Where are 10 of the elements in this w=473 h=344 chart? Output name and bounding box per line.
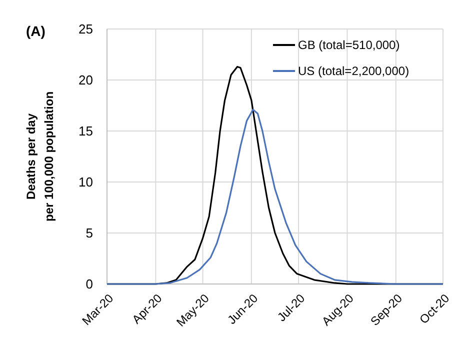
y-tick-label: 25 xyxy=(78,22,93,37)
legend-label: US (total=2,200,000) xyxy=(298,64,410,78)
y-tick-label: 5 xyxy=(86,226,93,241)
y-tick-label: 20 xyxy=(78,72,93,88)
y-tick-label: 0 xyxy=(86,276,93,292)
text: (A) xyxy=(26,23,46,39)
legend-label: GB (total=510,000) xyxy=(298,38,400,52)
y-tick-label: 15 xyxy=(78,124,93,139)
y-tick-label: 10 xyxy=(78,174,93,190)
y-axis-title: Deaths per day per 100,000 population xyxy=(24,91,56,222)
